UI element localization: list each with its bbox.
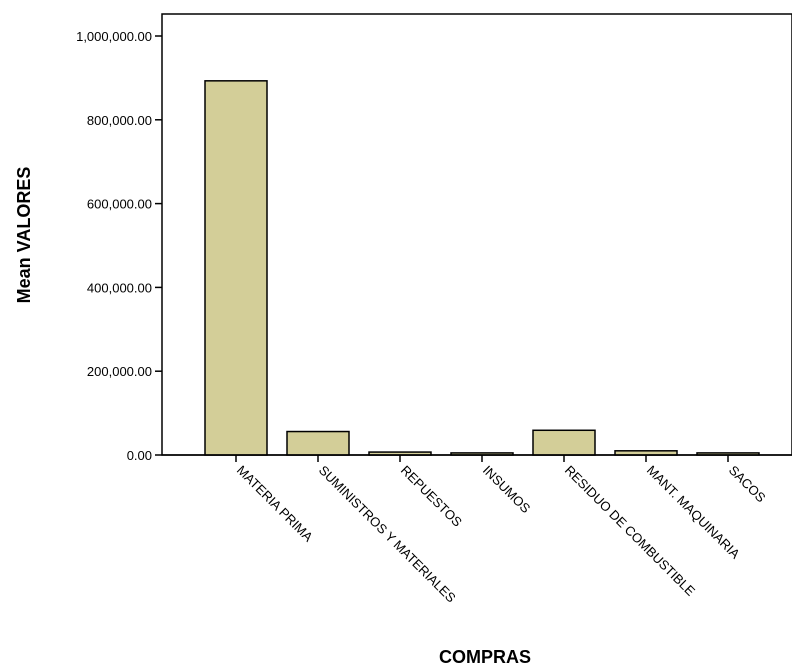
bar [532, 429, 596, 456]
y-tick-label: 600,000.00 [87, 197, 152, 212]
x-axis: MATERIA PRIMA SUMINISTROS Y MATERIALESREP… [162, 454, 792, 606]
x-tick-label: SACOS [726, 463, 769, 506]
y-axis-title: Mean VALORES [14, 167, 34, 304]
y-tick-label: 200,000.00 [87, 364, 152, 379]
x-tick-label: MATERIA PRIMA [234, 463, 316, 545]
x-tick-label: INSUMOS [480, 463, 534, 517]
y-tick-label: 400,000.00 [87, 280, 152, 295]
bar [286, 430, 350, 456]
x-tick-label: RESIDUO DE COMBUSTIBLE [562, 463, 698, 599]
bars [204, 80, 760, 456]
x-tick-label: REPUESTOS [398, 463, 465, 530]
y-tick-label: 1,000,000.00 [76, 29, 152, 44]
y-tick-label: 800,000.00 [87, 113, 152, 128]
y-tick-label: 0.00 [127, 448, 152, 463]
bar [204, 80, 268, 456]
y-axis: 0.00 200,000.00 400,000.00 600,000.00 800,00… [76, 29, 162, 463]
x-axis-title: COMPRAS [439, 647, 531, 667]
x-tick-label: SUMINISTROS Y MATERIALES [316, 463, 459, 606]
x-tick-label: MANT. MAQUINARIA [644, 463, 743, 562]
